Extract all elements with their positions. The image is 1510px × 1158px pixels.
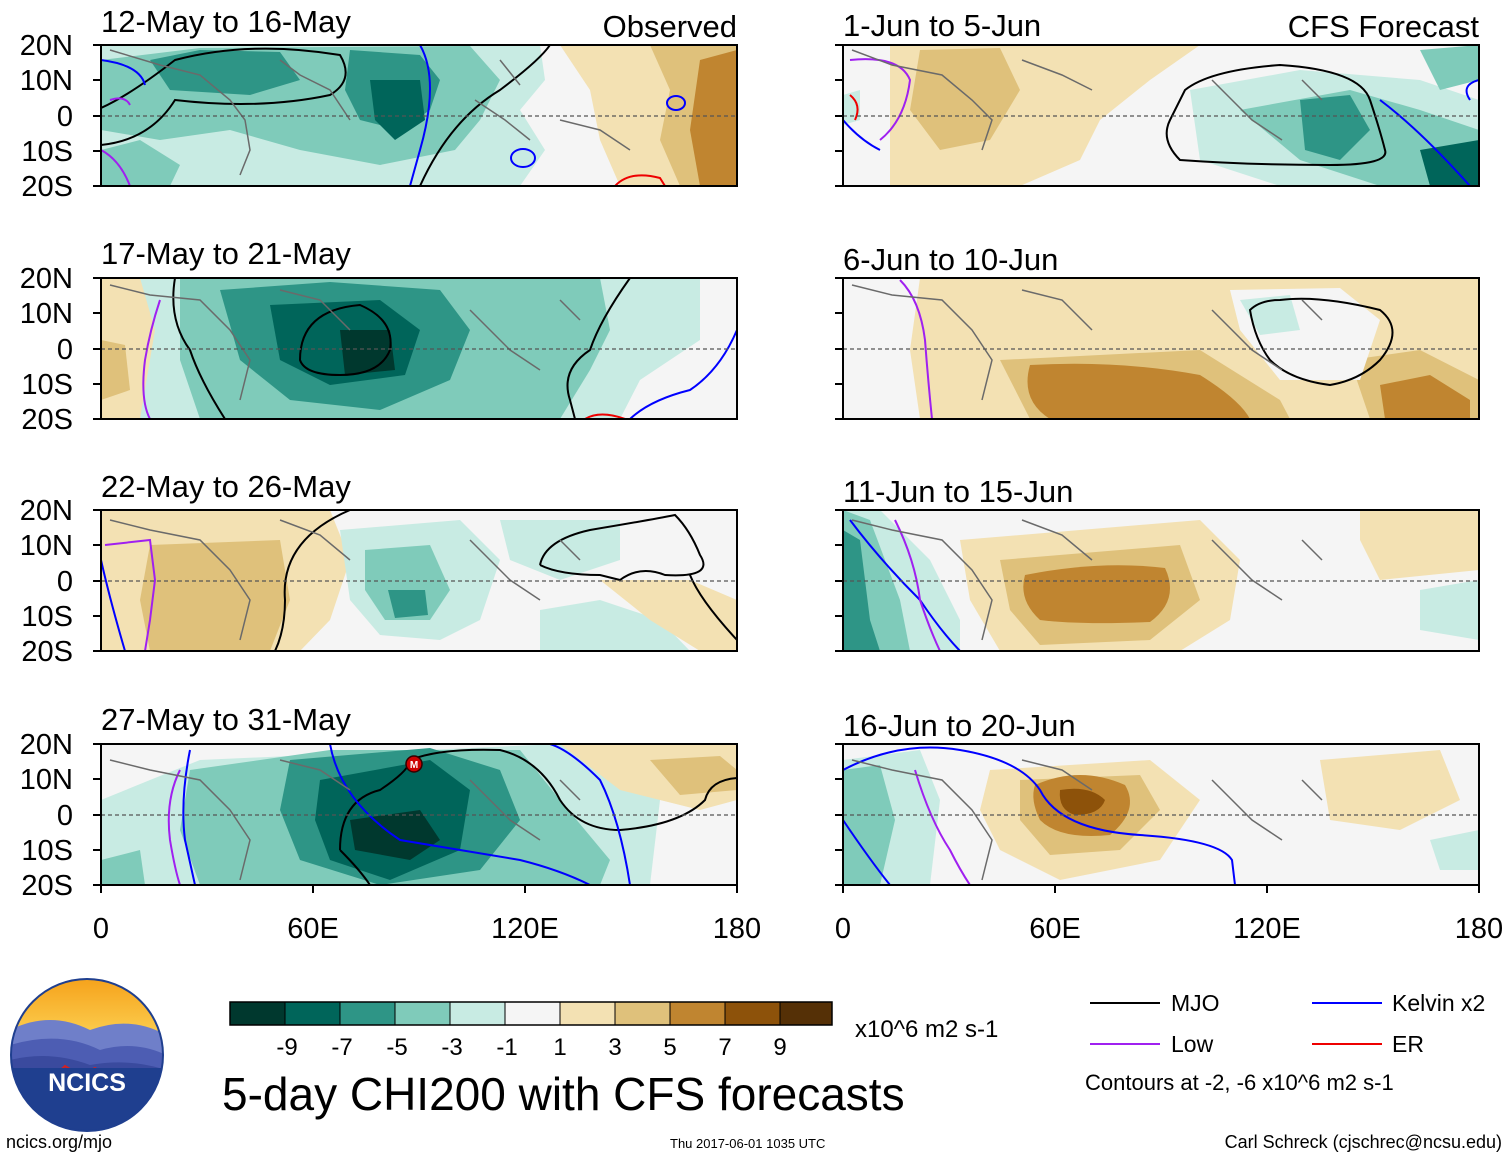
footer-url[interactable]: ncics.org/mjo — [6, 1132, 112, 1152]
lat-label-eq: 0 — [57, 101, 73, 133]
figure-title: 5-day CHI200 with CFS forecasts — [222, 1068, 905, 1120]
logo-text: NCICS — [48, 1069, 126, 1097]
colorbar-label: 5 — [663, 1034, 676, 1061]
lat-label-10s: 10S — [21, 601, 73, 633]
lat-label-10s: 10S — [21, 136, 73, 168]
lat-label-10n: 10N — [20, 530, 73, 562]
lat-label-20s: 20S — [21, 171, 73, 203]
lon-label-60e: 60E — [1029, 913, 1081, 945]
observed-header: Observed — [603, 9, 737, 44]
panel-titles: 12-May to 16-May 17-May to 21-May 22-May… — [101, 4, 1479, 743]
panel-title: 12-May to 16-May — [101, 4, 351, 39]
lon-labels: 0 60E 120E 180 0 60E 120E 180 — [93, 913, 1503, 945]
legend: MJO Kelvin x2 Low ER Contours at -2, -6 … — [1085, 990, 1485, 1095]
footer-author: Carl Schreck (cjschrec@ncsu.edu) — [1225, 1132, 1502, 1152]
colorbar: -9 -7 -5 -3 -1 1 3 5 7 9 x10^6 m2 s-1 — [229, 1001, 998, 1061]
colorbar-label: -3 — [441, 1034, 462, 1061]
colorbar-swatch — [230, 1002, 285, 1025]
panel-11-jun — [842, 509, 1480, 652]
colorbar-label: -7 — [331, 1034, 352, 1061]
lat-label-20n: 20N — [20, 30, 73, 62]
lat-label-eq: 0 — [57, 566, 73, 598]
legend-label-mjo: MJO — [1171, 990, 1220, 1016]
lon-label-180: 180 — [1455, 913, 1503, 945]
colorbar-label: 7 — [718, 1034, 731, 1061]
lat-label-eq: 0 — [57, 334, 73, 366]
colorbar-swatch — [395, 1002, 450, 1025]
panel-title: 17-May to 21-May — [101, 236, 351, 271]
colorbar-label: -5 — [386, 1034, 407, 1061]
footer-timestamp: Thu 2017-06-01 1035 UTC — [670, 1136, 825, 1151]
lat-label-20s: 20S — [21, 636, 73, 668]
panel-title: 27-May to 31-May — [101, 702, 351, 737]
legend-label-kelvin: Kelvin x2 — [1392, 990, 1485, 1016]
lat-label-10n: 10N — [20, 298, 73, 330]
colorbar-label: -9 — [276, 1034, 297, 1061]
lon-ticks — [100, 885, 1480, 893]
colorbar-swatch — [780, 1002, 832, 1025]
lat-labels: 20N 10N 0 10S 20S 20N 10N 0 10S 20S 20N … — [20, 30, 73, 902]
panel-6-jun — [842, 277, 1480, 420]
colorbar-swatch — [670, 1002, 725, 1025]
lat-label-20s: 20S — [21, 404, 73, 436]
colorbar-swatch — [340, 1002, 395, 1025]
legend-label-low: Low — [1171, 1031, 1214, 1057]
lon-label-120e: 120E — [491, 913, 559, 945]
lon-label-0: 0 — [835, 913, 851, 945]
colorbar-swatch — [560, 1002, 615, 1025]
panel-title: 6-Jun to 10-Jun — [843, 242, 1058, 277]
legend-label-er: ER — [1392, 1031, 1424, 1057]
panel-title: 22-May to 26-May — [101, 469, 351, 504]
lat-label-10s: 10S — [21, 369, 73, 401]
panel-title: 16-Jun to 20-Jun — [843, 708, 1076, 743]
colorbar-swatch — [725, 1002, 780, 1025]
colorbar-label: 1 — [553, 1034, 566, 1061]
panel-title: 1-Jun to 5-Jun — [843, 8, 1041, 43]
lat-label-20n: 20N — [20, 263, 73, 295]
legend-note: Contours at -2, -6 x10^6 m2 s-1 — [1085, 1070, 1394, 1095]
panel-17-may — [100, 277, 738, 420]
colorbar-swatch — [285, 1002, 340, 1025]
colorbar-swatch — [615, 1002, 670, 1025]
lat-label-10n: 10N — [20, 764, 73, 796]
lat-label-eq: 0 — [57, 800, 73, 832]
svg-text:M: M — [410, 760, 418, 771]
forecast-header: CFS Forecast — [1288, 9, 1480, 44]
lat-label-10s: 10S — [21, 835, 73, 867]
lat-label-20n: 20N — [20, 495, 73, 527]
lat-ticks — [93, 44, 843, 886]
lon-label-60e: 60E — [287, 913, 339, 945]
colorbar-label: -1 — [496, 1034, 517, 1061]
panel-27-may: M — [100, 743, 738, 886]
ncics-logo[interactable]: NCICS — [10, 978, 166, 1134]
colorbar-label: 9 — [773, 1034, 786, 1061]
lat-label-20n: 20N — [20, 729, 73, 761]
panel-12-may — [100, 44, 738, 187]
colorbar-swatch — [505, 1002, 560, 1025]
lon-label-120e: 120E — [1233, 913, 1301, 945]
lon-label-180: 180 — [713, 913, 761, 945]
mjo-phase-marker: M — [405, 755, 423, 773]
colorbar-units: x10^6 m2 s-1 — [855, 1016, 998, 1043]
colorbar-swatch — [450, 1002, 505, 1025]
colorbar-label: 3 — [608, 1034, 621, 1061]
lon-label-0: 0 — [93, 913, 109, 945]
panel-1-jun — [842, 44, 1480, 187]
panel-22-may — [100, 509, 738, 652]
panel-title: 11-Jun to 15-Jun — [843, 474, 1073, 509]
lat-label-10n: 10N — [20, 65, 73, 97]
lat-label-20s: 20S — [21, 870, 73, 902]
panel-16-jun — [842, 743, 1480, 886]
